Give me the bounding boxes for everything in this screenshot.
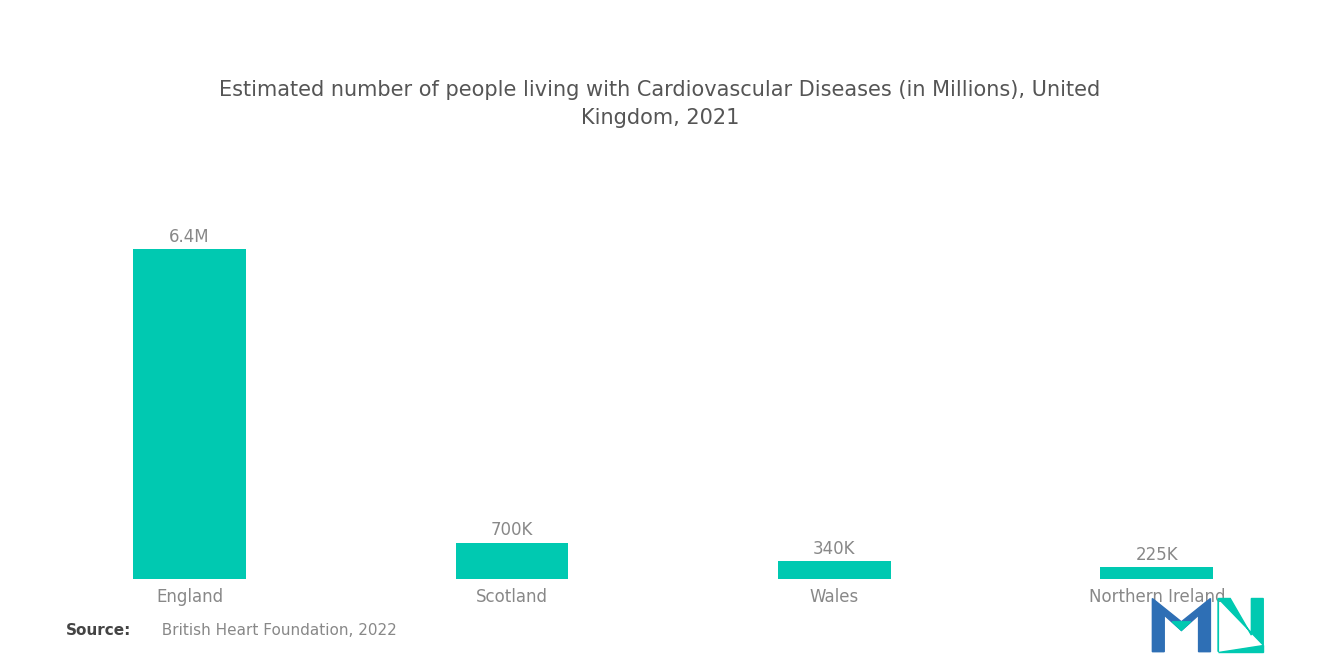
Text: Source:: Source: xyxy=(66,623,132,638)
Bar xyxy=(1101,567,1213,579)
Polygon shape xyxy=(1172,622,1191,630)
Bar xyxy=(777,561,891,579)
Text: British Heart Foundation, 2022: British Heart Foundation, 2022 xyxy=(152,623,396,638)
Text: 700K: 700K xyxy=(491,521,533,539)
Text: 340K: 340K xyxy=(813,540,855,558)
Polygon shape xyxy=(1218,645,1263,652)
Text: 225K: 225K xyxy=(1135,546,1177,564)
Polygon shape xyxy=(1152,598,1210,652)
Bar xyxy=(455,543,569,579)
Polygon shape xyxy=(1218,598,1263,652)
Text: 6.4M: 6.4M xyxy=(169,228,210,246)
Text: Estimated number of people living with Cardiovascular Diseases (in Millions), Un: Estimated number of people living with C… xyxy=(219,80,1101,128)
Bar xyxy=(133,249,246,579)
